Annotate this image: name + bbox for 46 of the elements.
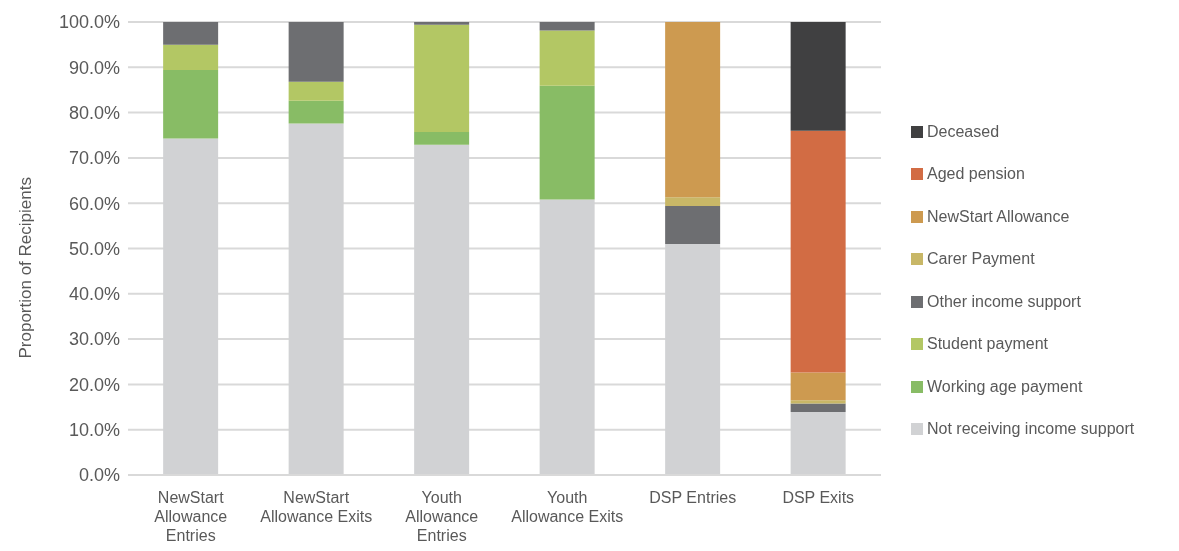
x-tick-label: DSP Entries: [649, 489, 737, 506]
x-tick-label: DSP Exits: [782, 489, 855, 506]
y-tick-label: 80.0%: [68, 102, 120, 123]
legend-label: Carer Payment: [927, 250, 1035, 269]
bar: [288, 100, 344, 124]
bar: [790, 403, 846, 413]
bar: [539, 22, 595, 31]
bar: [539, 85, 595, 200]
bar: [288, 81, 344, 101]
legend-label: Working age payment: [927, 377, 1083, 396]
y-tick-label: 0.0%: [78, 465, 120, 486]
bar: [414, 22, 470, 25]
bar: [665, 22, 721, 198]
y-axis-title: Proportion of Recipients: [16, 177, 36, 359]
y-tick-label: 50.0%: [68, 238, 120, 259]
legend-label: NewStart Allowance: [927, 207, 1070, 226]
x-tick-label: Youth Allowance Entries: [405, 489, 479, 544]
bar: [790, 400, 846, 404]
y-tick-label: 40.0%: [68, 284, 120, 305]
bar: [288, 22, 344, 82]
y-tick-label: 30.0%: [68, 329, 120, 350]
y-tick-label: 10.0%: [68, 420, 120, 441]
bar: [790, 22, 846, 131]
bar: [790, 372, 846, 401]
x-tick-label: Youth Allowance Exits: [511, 489, 624, 525]
legend-label: Deceased: [927, 122, 1000, 141]
bar: [163, 44, 219, 71]
x-tick-label: NewStart Allowance Exits: [260, 489, 373, 525]
y-tick-label: 100.0%: [58, 12, 120, 33]
y-tick-label: 90.0%: [68, 57, 120, 78]
y-tick-label: 70.0%: [68, 148, 120, 169]
y-tick-label: 20.0%: [68, 374, 120, 395]
bar: [163, 22, 219, 45]
bar: [414, 132, 470, 145]
bar: [414, 24, 470, 133]
y-tick-label: 60.0%: [68, 193, 120, 214]
legend-label: Not receiving income support: [927, 420, 1135, 439]
legend-label: Aged pension: [927, 165, 1025, 184]
bar: [163, 70, 219, 139]
bar: [539, 30, 595, 86]
bar: [665, 205, 721, 244]
bar: [790, 130, 846, 373]
legend-label: Student payment: [927, 335, 1048, 354]
legend-label: Other income support: [927, 292, 1081, 311]
bar: [665, 197, 721, 206]
x-tick-label: NewStart Allowance Entries: [154, 489, 228, 544]
